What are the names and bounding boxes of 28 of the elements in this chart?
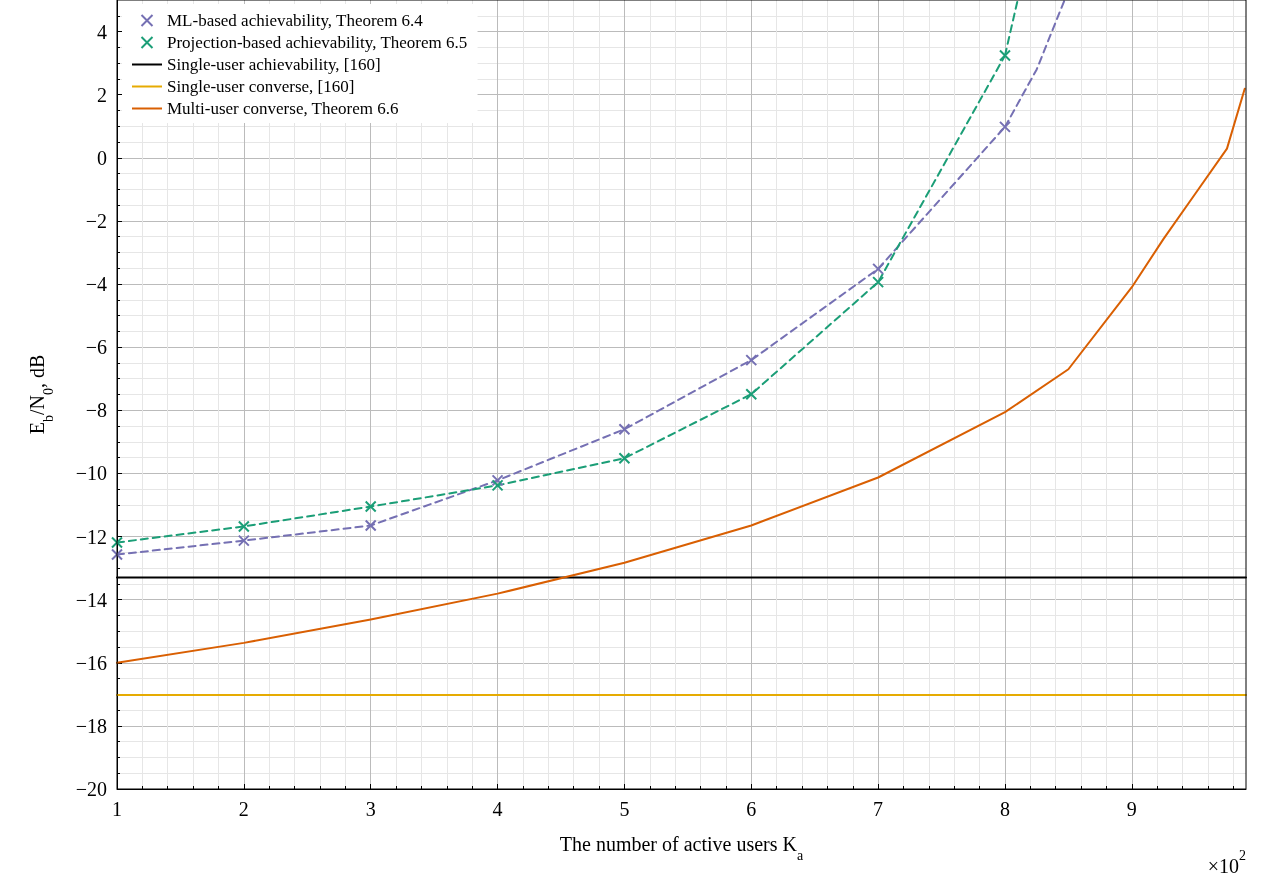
y-tick-label: −16 bbox=[75, 651, 107, 674]
x-tick-label: 6 bbox=[746, 798, 757, 820]
legend-label: Single-user achievability, [160] bbox=[167, 55, 381, 74]
x-tick-label: 2 bbox=[238, 798, 249, 820]
y-tick-label: 2 bbox=[97, 83, 107, 106]
x-tick-label: 4 bbox=[492, 798, 503, 820]
legend-label: Projection-based achievability, Theorem 6.5 bbox=[167, 33, 468, 52]
x-tick-label: 9 bbox=[1126, 798, 1137, 820]
legend-label: Multi-user converse, Theorem 6.6 bbox=[167, 99, 399, 118]
y-tick-label: 0 bbox=[97, 146, 107, 169]
y-tick-label: −8 bbox=[85, 399, 107, 422]
y-tick-label: −2 bbox=[85, 209, 107, 232]
y-tick-label: −20 bbox=[75, 778, 107, 800]
legend-label: Single-user converse, [160] bbox=[167, 77, 355, 96]
x-tick-label: 3 bbox=[365, 798, 376, 820]
x-tick-label: 7 bbox=[873, 798, 884, 820]
y-tick-label: −18 bbox=[75, 714, 107, 737]
y-axis-title: Eb/N0, dB bbox=[26, 354, 56, 435]
y-tick-label: −6 bbox=[85, 336, 107, 359]
legend-label: ML-based achievability, Theorem 6.4 bbox=[167, 11, 424, 30]
y-tick-label: −12 bbox=[75, 525, 107, 548]
x-tick-label: 8 bbox=[999, 798, 1010, 820]
y-tick-label: −14 bbox=[75, 588, 107, 611]
x-tick-label: 1 bbox=[112, 798, 122, 820]
y-tick-label: 4 bbox=[97, 20, 107, 43]
y-tick-label: −4 bbox=[85, 273, 107, 296]
x-tick-label: 5 bbox=[619, 798, 630, 820]
y-tick-label: −10 bbox=[75, 462, 107, 485]
